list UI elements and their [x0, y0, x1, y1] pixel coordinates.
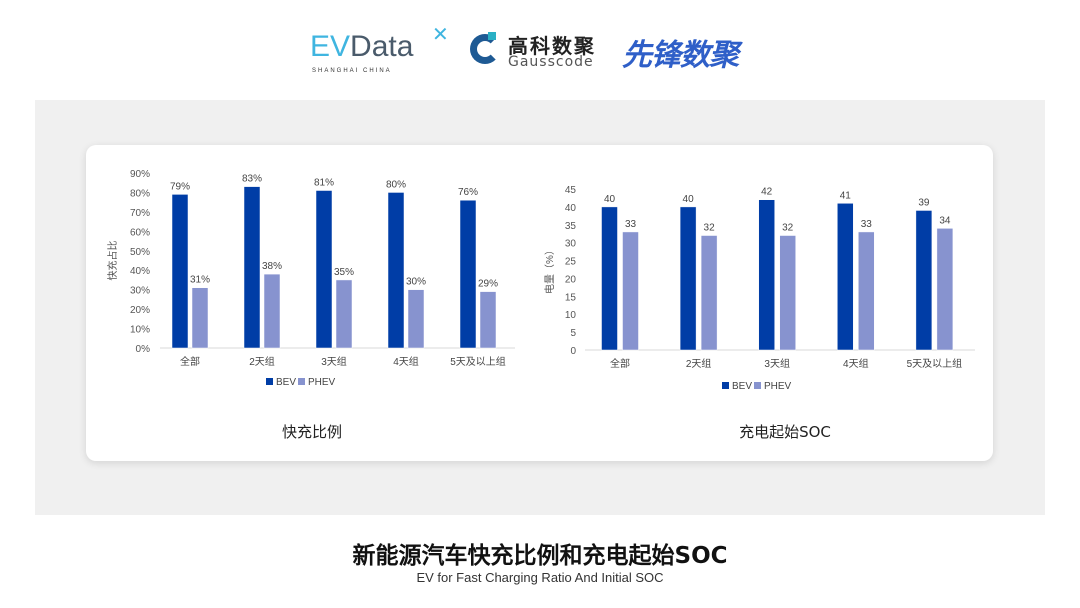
y-tick-label: 40: [565, 203, 577, 214]
y-tick-label: 90%: [130, 169, 150, 180]
data-label-phev: 33: [861, 219, 873, 230]
bar-phev: [622, 231, 639, 351]
x-tick-label: 全部: [610, 357, 630, 370]
bar-phev: [700, 235, 718, 351]
data-label-bev: 41: [840, 190, 852, 201]
gausscode-logo-en: Gausscode: [508, 54, 594, 70]
data-label-phev: 31%: [190, 275, 210, 286]
legend-swatch-phev: [754, 382, 761, 389]
x-tick-label: 4天组: [393, 355, 419, 368]
x-tick-label: 3天组: [764, 357, 790, 370]
bar-phev: [191, 287, 209, 349]
chart-title-initial-soc: 充电起始SOC: [739, 423, 831, 441]
legend-label-phev: PHEV: [308, 377, 336, 388]
gausscode-logo-cn: 高科数聚: [508, 34, 596, 58]
y-tick-label: 30: [565, 239, 577, 250]
data-label-bev: 83%: [242, 174, 262, 185]
y-axis-label: 快充占比: [106, 241, 119, 281]
chart-title-fast-charge: 快充比例: [281, 423, 343, 441]
data-label-phev: 35%: [334, 267, 354, 278]
evdata-x-mark-icon: ✕: [432, 24, 449, 46]
page-subtitle: EV for Fast Charging Ratio And Initial S…: [416, 570, 664, 585]
y-tick-label: 30%: [130, 286, 150, 297]
evdata-logo-subtitle: SHANGHAI CHINA: [312, 68, 392, 74]
y-tick-label: 20%: [130, 305, 150, 316]
xianfeng-logo: 先锋数聚: [622, 38, 739, 73]
bar-bev: [171, 194, 189, 349]
bar-bev: [459, 199, 477, 349]
y-tick-label: 80%: [130, 188, 150, 199]
legend-label-bev: BEV: [276, 377, 296, 388]
x-tick-label: 4天组: [843, 357, 869, 370]
data-label-phev: 38%: [262, 261, 282, 272]
legend-label-phev: PHEV: [764, 381, 792, 392]
bar-bev: [758, 199, 775, 351]
evdata-logo-rest: Data: [350, 30, 414, 63]
data-label-bev: 42: [761, 187, 773, 198]
y-tick-label: 25: [565, 257, 577, 268]
page-title: 新能源汽车快充比例和充电起始SOC: [352, 543, 728, 569]
x-tick-label: 2天组: [249, 355, 275, 368]
y-tick-label: 5: [570, 328, 576, 339]
y-tick-label: 35: [565, 221, 577, 232]
x-tick-label: 5天及以上组: [907, 357, 963, 370]
legend-swatch-phev: [298, 378, 305, 385]
data-label-phev: 33: [625, 219, 637, 230]
data-label-bev: 39: [918, 197, 930, 208]
y-tick-label: 60%: [130, 227, 150, 238]
y-tick-label: 0%: [136, 344, 151, 355]
data-label-bev: 80%: [386, 179, 406, 190]
bar-bev: [387, 192, 405, 349]
data-label-phev: 30%: [406, 277, 426, 288]
gausscode-square-icon: [488, 32, 496, 40]
bar-phev: [779, 235, 796, 351]
bar-phev: [858, 231, 875, 351]
bar-bev: [601, 206, 618, 351]
logo-bar: EVData ✕ SHANGHAI CHINA 高科数聚 Gausscode 先…: [0, 22, 1080, 74]
y-tick-label: 70%: [130, 208, 150, 219]
bar-bev: [315, 190, 333, 349]
bar-phev: [479, 291, 497, 349]
legend-label-bev: BEV: [732, 381, 752, 392]
data-label-phev: 34: [939, 215, 951, 226]
bar-phev: [263, 273, 281, 349]
data-label-phev: 32: [782, 223, 794, 234]
y-tick-label: 40%: [130, 266, 150, 277]
data-label-bev: 79%: [170, 181, 190, 192]
legend-swatch-bev: [266, 378, 273, 385]
y-tick-label: 10%: [130, 325, 150, 336]
bar-bev: [837, 203, 854, 351]
x-tick-label: 2天组: [686, 357, 712, 370]
legend-swatch-bev: [722, 382, 729, 389]
y-tick-label: 0: [570, 346, 576, 357]
evdata-logo: EVData ✕ SHANGHAI CHINA: [310, 24, 449, 74]
y-tick-label: 45: [565, 185, 577, 196]
bar-bev: [679, 206, 697, 351]
x-tick-label: 全部: [180, 355, 200, 368]
bar-phev: [335, 279, 353, 349]
y-axis-label: 电量（%）: [543, 245, 556, 294]
data-label-bev: 81%: [314, 178, 334, 189]
data-label-phev: 29%: [478, 279, 498, 290]
y-tick-label: 20: [565, 274, 577, 285]
data-label-bev: 40: [683, 194, 695, 205]
bar-phev: [407, 289, 425, 349]
y-tick-label: 10: [565, 310, 577, 321]
x-tick-label: 5天及以上组: [450, 355, 506, 368]
bar-phev: [936, 228, 954, 351]
bar-bev: [915, 210, 933, 351]
y-tick-label: 50%: [130, 247, 150, 258]
x-tick-label: 3天组: [321, 355, 347, 368]
bar-bev: [243, 186, 261, 349]
gausscode-mark-icon: [470, 34, 500, 64]
data-label-phev: 32: [704, 223, 716, 234]
evdata-logo-ev: EV: [310, 30, 351, 63]
data-label-bev: 40: [604, 194, 616, 205]
data-label-bev: 76%: [458, 187, 478, 198]
y-tick-label: 15: [565, 292, 577, 303]
